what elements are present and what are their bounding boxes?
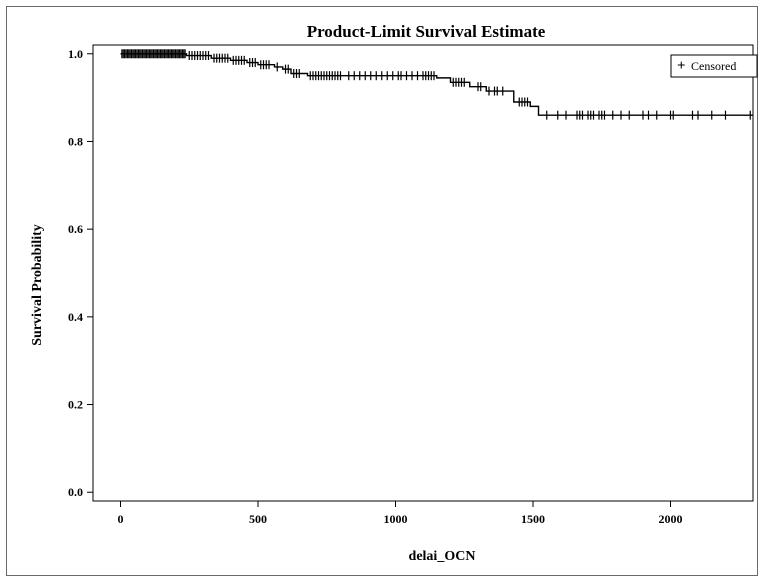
x-tick-label: 1500 bbox=[521, 512, 545, 526]
y-tick-label: 0.0 bbox=[68, 485, 83, 499]
y-tick-label: 0.6 bbox=[68, 222, 83, 236]
survival-curve bbox=[120, 53, 753, 116]
x-tick-label: 0 bbox=[118, 512, 124, 526]
survival-curve-group bbox=[120, 53, 753, 116]
legend-censor-symbol: + bbox=[677, 58, 686, 74]
legend-box bbox=[670, 54, 758, 78]
axes: 0 500 1000 1500 2000 0.0 0.2 0.4 0.6 0.8 1.0 bbox=[68, 44, 754, 526]
survival-chart: Product-Limit Survival Estimate 0 500 1000… bbox=[30, 22, 758, 564]
x-tick-label: 500 bbox=[249, 512, 267, 526]
figure-frame: Product-Limit Survival Estimate 0 500 1000… bbox=[6, 6, 758, 576]
x-tick-label: 1000 bbox=[384, 512, 408, 526]
legend-censored-label: Censored bbox=[691, 59, 736, 73]
y-axis-label: Survival Probability bbox=[30, 224, 45, 345]
y-tick-label: 1.0 bbox=[68, 47, 83, 61]
chart-title: Product-Limit Survival Estimate bbox=[307, 22, 546, 41]
y-tick-label: 0.4 bbox=[68, 310, 83, 324]
x-tick-label: 2000 bbox=[659, 512, 683, 526]
censored-marks-group bbox=[121, 49, 751, 120]
y-tick-label: 0.2 bbox=[68, 398, 83, 412]
y-tick-label: 0.8 bbox=[68, 134, 83, 148]
legend: + Censored bbox=[670, 54, 758, 78]
x-axis-label: delai_OCN bbox=[409, 549, 476, 564]
plot-area-border bbox=[92, 44, 754, 502]
